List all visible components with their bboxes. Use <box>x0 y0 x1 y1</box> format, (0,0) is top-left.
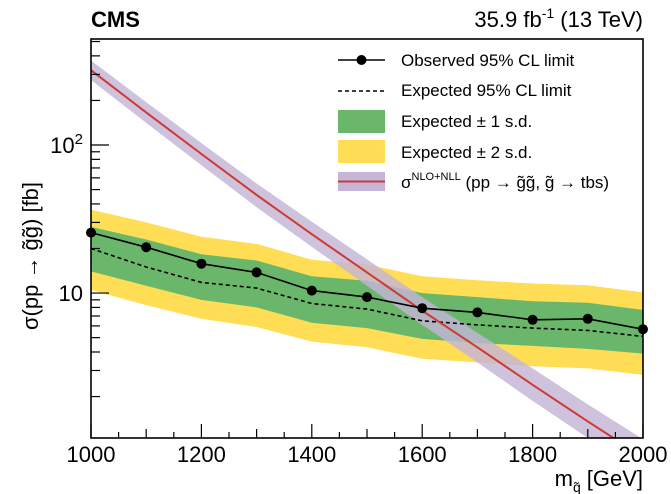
legend-expected: Expected 95% CL limit <box>338 81 572 100</box>
x-tick-label: 2000 <box>619 442 668 467</box>
legend-observed: Observed 95% CL limit <box>338 51 574 70</box>
observed-point <box>472 307 483 318</box>
legend-theory: σNLO+NLL (pp → g̃g̃, g̃ → tbs) <box>338 171 609 192</box>
cms-label: CMS <box>91 7 140 32</box>
x-tick-label: 1600 <box>398 442 447 467</box>
y-tick-label: 10 <box>59 281 83 306</box>
theory-line <box>91 69 616 438</box>
legend: Observed 95% CL limit Expected 95% CL li… <box>338 51 609 192</box>
observed-point <box>196 258 207 269</box>
x-tick-label: 1000 <box>67 442 116 467</box>
y-tick-label: 102 <box>50 131 83 158</box>
y-axis: 10 102 <box>50 40 109 398</box>
x-tick-label: 1400 <box>287 442 336 467</box>
observed-point <box>141 242 152 253</box>
observed-point <box>362 292 372 303</box>
x-axis-title: mq̃ [GeV] <box>555 466 643 494</box>
observed-point <box>417 303 428 314</box>
legend-two-sd-swatch <box>338 140 385 163</box>
legend-two-sd: Expected ± 2 s.d. <box>338 140 532 163</box>
observed-point <box>306 285 317 296</box>
y-axis-title: σ(pp → g̃g̃) [fb] <box>18 182 43 330</box>
legend-observed-marker <box>356 55 367 65</box>
observed-point <box>527 314 538 325</box>
legend-expected-label: Expected 95% CL limit <box>401 81 572 100</box>
expected-line <box>91 247 643 338</box>
lumi-label: 35.9 fb-1 (13 TeV) <box>474 5 643 32</box>
legend-one-sd: Expected ± 1 s.d. <box>338 110 532 133</box>
band-one-sd <box>91 226 643 354</box>
observed-point <box>582 313 593 324</box>
legend-one-sd-swatch <box>338 110 385 133</box>
observed-point <box>251 267 262 278</box>
x-tick-label: 1200 <box>177 442 226 467</box>
x-tick-label: 1800 <box>508 442 557 467</box>
legend-theory-label: σNLO+NLL (pp → g̃g̃, g̃ → tbs) <box>401 171 609 192</box>
observed-point <box>86 227 96 238</box>
legend-two-sd-label: Expected ± 2 s.d. <box>401 143 532 162</box>
observed-point <box>638 324 648 335</box>
legend-observed-label: Observed 95% CL limit <box>401 51 574 70</box>
x-axis: 1000 1200 1400 1600 1800 2000 <box>67 424 668 467</box>
legend-one-sd-label: Expected ± 1 s.d. <box>401 112 532 131</box>
